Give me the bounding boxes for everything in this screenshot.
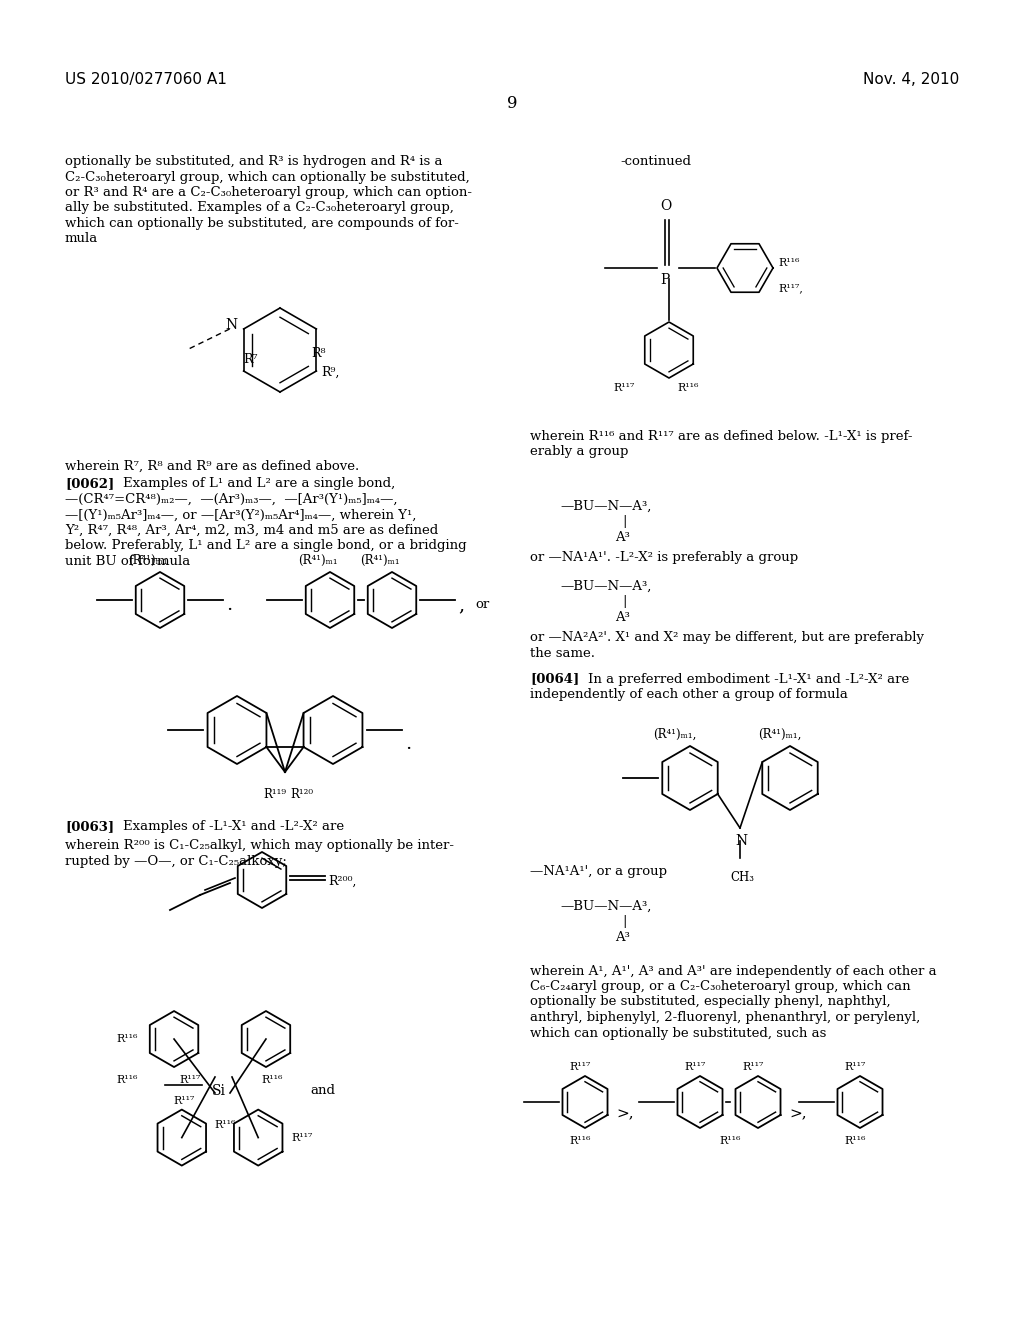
- Text: O: O: [660, 199, 672, 213]
- Text: [0062]: [0062]: [65, 478, 115, 491]
- Text: —(CR⁴⁷=CR⁴⁸)ₘ₂—,  —(Ar³)ₘ₃—,  —[Ar³(Y¹)ₘ₅]ₘ₄—,: —(CR⁴⁷=CR⁴⁸)ₘ₂—, —(Ar³)ₘ₃—, —[Ar³(Y¹)ₘ₅]…: [65, 492, 397, 506]
- Text: R⁹,: R⁹,: [322, 366, 340, 379]
- Text: the same.: the same.: [530, 647, 595, 660]
- Text: unit BU of formula: unit BU of formula: [65, 554, 190, 568]
- Text: A³: A³: [615, 611, 630, 624]
- Text: .: .: [226, 597, 232, 614]
- Text: |: |: [622, 916, 627, 928]
- Text: (R⁴¹)ₘ₁,: (R⁴¹)ₘ₁,: [759, 729, 802, 741]
- Text: Si: Si: [212, 1084, 226, 1098]
- Text: wherein A¹, A¹', A³ and A³' are independently of each other a: wherein A¹, A¹', A³ and A³' are independ…: [530, 965, 937, 978]
- Text: R¹¹⁷: R¹¹⁷: [684, 1063, 706, 1072]
- Text: [0063]: [0063]: [65, 820, 114, 833]
- Text: wherein R⁷, R⁸ and R⁹ are as defined above.: wherein R⁷, R⁸ and R⁹ are as defined abo…: [65, 459, 359, 473]
- Text: independently of each other a group of formula: independently of each other a group of f…: [530, 688, 848, 701]
- Text: rupted by —O—, or C₁-C₂₅alkoxy;: rupted by —O—, or C₁-C₂₅alkoxy;: [65, 855, 287, 869]
- Text: which can optionally be substituted, are compounds of for-: which can optionally be substituted, are…: [65, 216, 459, 230]
- Text: C₂-C₃₀heteroaryl group, which can optionally be substituted,: C₂-C₃₀heteroaryl group, which can option…: [65, 170, 470, 183]
- Text: A³: A³: [615, 931, 630, 944]
- Text: R¹¹⁷: R¹¹⁷: [613, 383, 635, 393]
- Text: R¹¹⁶: R¹¹⁶: [719, 1137, 740, 1146]
- Text: Examples of -L¹-X¹ and -L²-X² are: Examples of -L¹-X¹ and -L²-X² are: [123, 820, 344, 833]
- Text: Y², R⁴⁷, R⁴⁸, Ar³, Ar⁴, m2, m3, m4 and m5 are as defined: Y², R⁴⁷, R⁴⁸, Ar³, Ar⁴, m2, m3, m4 and m…: [65, 524, 438, 537]
- Text: R¹¹⁷: R¹¹⁷: [174, 1096, 196, 1106]
- Text: or —NA²A²'. X¹ and X² may be different, but are preferably: or —NA²A²'. X¹ and X² may be different, …: [530, 631, 924, 644]
- Text: below. Preferably, L¹ and L² are a single bond, or a bridging: below. Preferably, L¹ and L² are a singl…: [65, 540, 467, 553]
- Text: N: N: [225, 318, 238, 333]
- Text: R¹¹⁷: R¹¹⁷: [845, 1063, 865, 1072]
- Text: R¹²⁰: R¹²⁰: [290, 788, 313, 801]
- Text: ally be substituted. Examples of a C₂-C₃₀heteroaryl group,: ally be substituted. Examples of a C₂-C₃…: [65, 202, 454, 214]
- Text: —BU—N—A³,: —BU—N—A³,: [560, 500, 651, 513]
- Text: 9: 9: [507, 95, 517, 112]
- Text: R¹¹⁶: R¹¹⁶: [778, 257, 800, 268]
- Text: —BU—N—A³,: —BU—N—A³,: [560, 900, 651, 913]
- Text: [0064]: [0064]: [530, 672, 580, 685]
- Text: and: and: [310, 1085, 335, 1097]
- Text: or —NA¹A¹'. -L²-X² is preferably a group: or —NA¹A¹'. -L²-X² is preferably a group: [530, 552, 798, 565]
- Text: —[(Y¹)ₘ₅Ar³]ₘ₄—, or —[Ar³(Y²)ₘ₅Ar⁴]ₘ₄—, wherein Y¹,: —[(Y¹)ₘ₅Ar³]ₘ₄—, or —[Ar³(Y²)ₘ₅Ar⁴]ₘ₄—, …: [65, 508, 417, 521]
- Text: wherein R²⁰⁰ is C₁-C₂₅alkyl, which may optionally be inter-: wherein R²⁰⁰ is C₁-C₂₅alkyl, which may o…: [65, 840, 454, 853]
- Text: R¹¹⁶: R¹¹⁶: [116, 1034, 137, 1044]
- Text: CH₃: CH₃: [730, 871, 754, 884]
- Text: Examples of L¹ and L² are a single bond,: Examples of L¹ and L² are a single bond,: [123, 478, 395, 491]
- Text: (R⁴¹)ₘ₁: (R⁴¹)ₘ₁: [128, 554, 168, 568]
- Text: or R³ and R⁴ are a C₂-C₃₀heteroaryl group, which can option-: or R³ and R⁴ are a C₂-C₃₀heteroaryl grou…: [65, 186, 472, 199]
- Text: P: P: [660, 273, 670, 286]
- Text: or: or: [475, 598, 489, 611]
- Text: C₆-C₂₄aryl group, or a C₂-C₃₀heteroaryl group, which can: C₆-C₂₄aryl group, or a C₂-C₃₀heteroaryl …: [530, 979, 910, 993]
- Text: —NA¹A¹', or a group: —NA¹A¹', or a group: [530, 865, 667, 878]
- Text: >,: >,: [790, 1107, 807, 1121]
- Text: R¹¹⁷: R¹¹⁷: [291, 1133, 312, 1143]
- Text: R¹¹⁶: R¹¹⁶: [215, 1119, 237, 1130]
- Text: |: |: [622, 595, 627, 609]
- Text: anthryl, biphenylyl, 2-fluorenyl, phenanthryl, or perylenyl,: anthryl, biphenylyl, 2-fluorenyl, phenan…: [530, 1011, 921, 1024]
- Text: R¹¹⁷: R¹¹⁷: [179, 1074, 201, 1085]
- Text: wherein R¹¹⁶ and R¹¹⁷ are as defined below. -L¹-X¹ is pref-: wherein R¹¹⁶ and R¹¹⁷ are as defined bel…: [530, 430, 912, 444]
- Text: In a preferred embodiment -L¹-X¹ and -L²-X² are: In a preferred embodiment -L¹-X¹ and -L²…: [588, 672, 909, 685]
- Text: R¹¹⁶: R¹¹⁶: [569, 1137, 591, 1146]
- Text: which can optionally be substituted, such as: which can optionally be substituted, suc…: [530, 1027, 826, 1040]
- Text: (R⁴¹)ₘ₁: (R⁴¹)ₘ₁: [360, 554, 399, 568]
- Text: (R⁴¹)ₘ₁,: (R⁴¹)ₘ₁,: [653, 729, 696, 741]
- Text: erably a group: erably a group: [530, 446, 629, 458]
- Text: mula: mula: [65, 232, 98, 246]
- Text: ,: ,: [458, 597, 464, 614]
- Text: R¹¹⁷: R¹¹⁷: [742, 1063, 764, 1072]
- Text: R⁸: R⁸: [311, 347, 326, 360]
- Text: —BU—N—A³,: —BU—N—A³,: [560, 579, 651, 593]
- Text: R⁷: R⁷: [244, 352, 258, 366]
- Text: R¹¹⁹: R¹¹⁹: [263, 788, 286, 801]
- Text: Nov. 4, 2010: Nov. 4, 2010: [863, 73, 959, 87]
- Text: R¹¹⁷: R¹¹⁷: [569, 1063, 591, 1072]
- Text: R¹¹⁶: R¹¹⁶: [844, 1137, 865, 1146]
- Text: >,: >,: [616, 1107, 634, 1121]
- Text: R²⁰⁰,: R²⁰⁰,: [328, 875, 356, 888]
- Text: A³: A³: [615, 531, 630, 544]
- Text: R¹¹⁶: R¹¹⁶: [116, 1074, 137, 1085]
- Text: N: N: [735, 834, 748, 847]
- Text: R¹¹⁶: R¹¹⁶: [677, 383, 698, 393]
- Text: US 2010/0277060 A1: US 2010/0277060 A1: [65, 73, 227, 87]
- Text: (R⁴¹)ₘ₁: (R⁴¹)ₘ₁: [298, 554, 338, 568]
- Text: -continued: -continued: [620, 154, 691, 168]
- Text: optionally be substituted, especially phenyl, naphthyl,: optionally be substituted, especially ph…: [530, 995, 891, 1008]
- Text: R¹¹⁷,: R¹¹⁷,: [778, 282, 803, 293]
- Text: optionally be substituted, and R³ is hydrogen and R⁴ is a: optionally be substituted, and R³ is hyd…: [65, 154, 442, 168]
- Text: .: .: [406, 735, 412, 752]
- Text: R¹¹⁶: R¹¹⁶: [261, 1074, 283, 1085]
- Text: |: |: [622, 516, 627, 528]
